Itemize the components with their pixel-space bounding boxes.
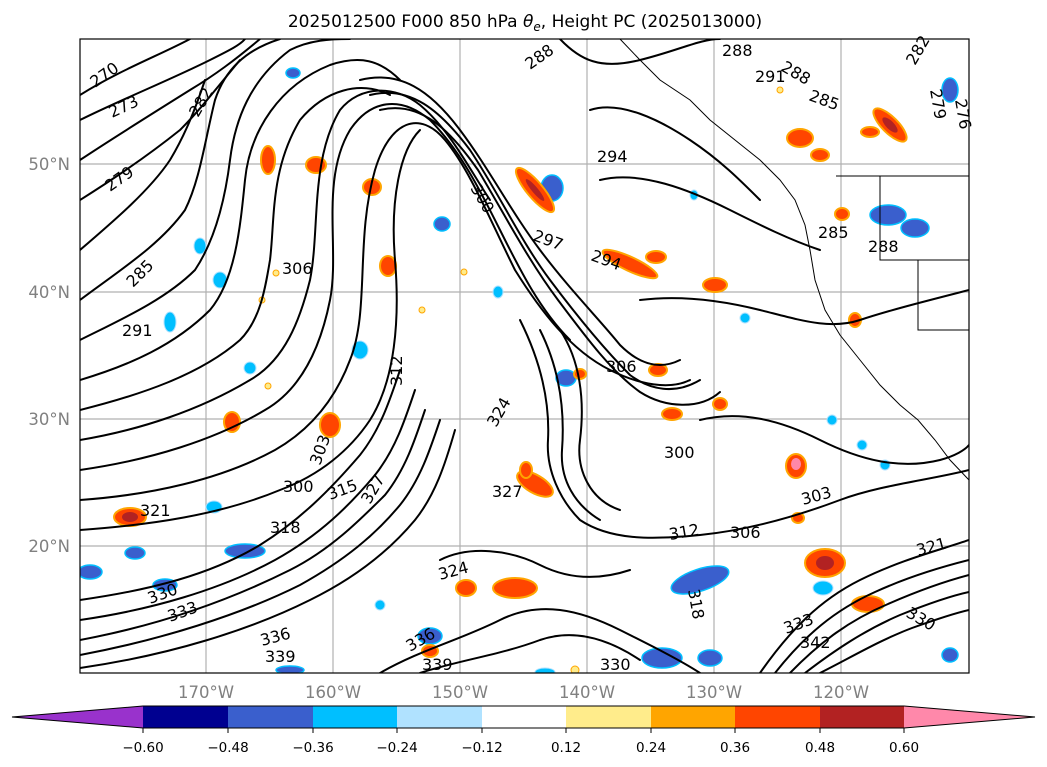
lon-label-150w: 150°W bbox=[432, 683, 488, 702]
height-contours bbox=[80, 39, 969, 673]
contour-label: 342 bbox=[800, 633, 831, 652]
colorbar-swatch bbox=[482, 706, 566, 728]
lon-label-170w: 170°W bbox=[178, 683, 234, 702]
longitude-labels: 170°W 160°W 150°W 140°W 130°W 120°W bbox=[178, 683, 869, 702]
lat-label-30n: 30°N bbox=[28, 410, 70, 429]
contour-label: 327 bbox=[492, 482, 523, 501]
map-frame bbox=[79, 38, 970, 674]
contour-label: 318 bbox=[270, 518, 301, 537]
contour-label: 312 bbox=[387, 355, 406, 386]
contour-label: 294 bbox=[597, 147, 628, 166]
colorbar-tick-label: 0.48 bbox=[805, 740, 835, 756]
colorbar-tick-label: 0.12 bbox=[551, 740, 581, 756]
map-panel bbox=[80, 39, 969, 673]
contour-label: 306 bbox=[606, 357, 637, 376]
colorbar-min-extend bbox=[12, 706, 143, 728]
colorbar-swatch bbox=[313, 706, 397, 728]
colorbar-tick-label: −0.24 bbox=[376, 740, 417, 756]
contour-label: 300 bbox=[283, 477, 314, 496]
colorbar-tick-label: −0.36 bbox=[292, 740, 333, 756]
lat-label-50n: 50°N bbox=[28, 155, 70, 174]
colorbar-swatch bbox=[228, 706, 313, 728]
contour-label: 321 bbox=[140, 501, 171, 520]
lat-label-20n: 20°N bbox=[28, 537, 70, 556]
latitude-labels: 50°N 40°N 30°N 20°N bbox=[28, 155, 70, 556]
contour-label: 285 bbox=[818, 223, 849, 242]
contour-label: 288 bbox=[722, 41, 753, 60]
contour-label: 291 bbox=[755, 67, 786, 86]
colorbar-tick-label: 0.36 bbox=[720, 740, 750, 756]
colorbar-swatch bbox=[397, 706, 482, 728]
lon-label-160w: 160°W bbox=[305, 683, 361, 702]
colorbar-tick-label: −0.12 bbox=[461, 740, 502, 756]
contour-label: 339 bbox=[422, 655, 453, 674]
lon-label-120w: 120°W bbox=[813, 683, 869, 702]
coastline bbox=[619, 39, 969, 481]
contour-label: 291 bbox=[122, 321, 153, 340]
colorbar-max-extend bbox=[904, 706, 1035, 728]
figure-title: 2025012500 F000 850 hPa θe, Height PC (2… bbox=[288, 12, 762, 34]
lon-label-130w: 130°W bbox=[686, 683, 742, 702]
contour-label: 300 bbox=[664, 443, 695, 462]
colorbar-swatch bbox=[651, 706, 735, 728]
contour-label: 306 bbox=[730, 523, 761, 542]
colorbar-swatch bbox=[143, 706, 228, 728]
lat-label-40n: 40°N bbox=[28, 283, 70, 302]
lon-label-140w: 140°W bbox=[559, 683, 615, 702]
colorbar-tick-label: −0.48 bbox=[207, 740, 248, 756]
colorbar-swatch bbox=[820, 706, 904, 728]
contour-label: 339 bbox=[265, 647, 296, 666]
contour-label: 330 bbox=[600, 655, 631, 674]
colorbar: −0.60 −0.48 −0.36 −0.24 −0.12 0.12 0.24 … bbox=[11, 705, 1036, 756]
colorbar-tick-label: 0.60 bbox=[889, 740, 919, 756]
anomaly-shading bbox=[80, 67, 959, 673]
colorbar-swatch bbox=[735, 706, 820, 728]
colorbar-tick-label: 0.24 bbox=[636, 740, 666, 756]
contour-label: 288 bbox=[868, 237, 899, 256]
colorbar-tick-label: −0.60 bbox=[122, 740, 163, 756]
contour-label: 306 bbox=[282, 259, 313, 278]
colorbar-swatch bbox=[566, 706, 651, 728]
